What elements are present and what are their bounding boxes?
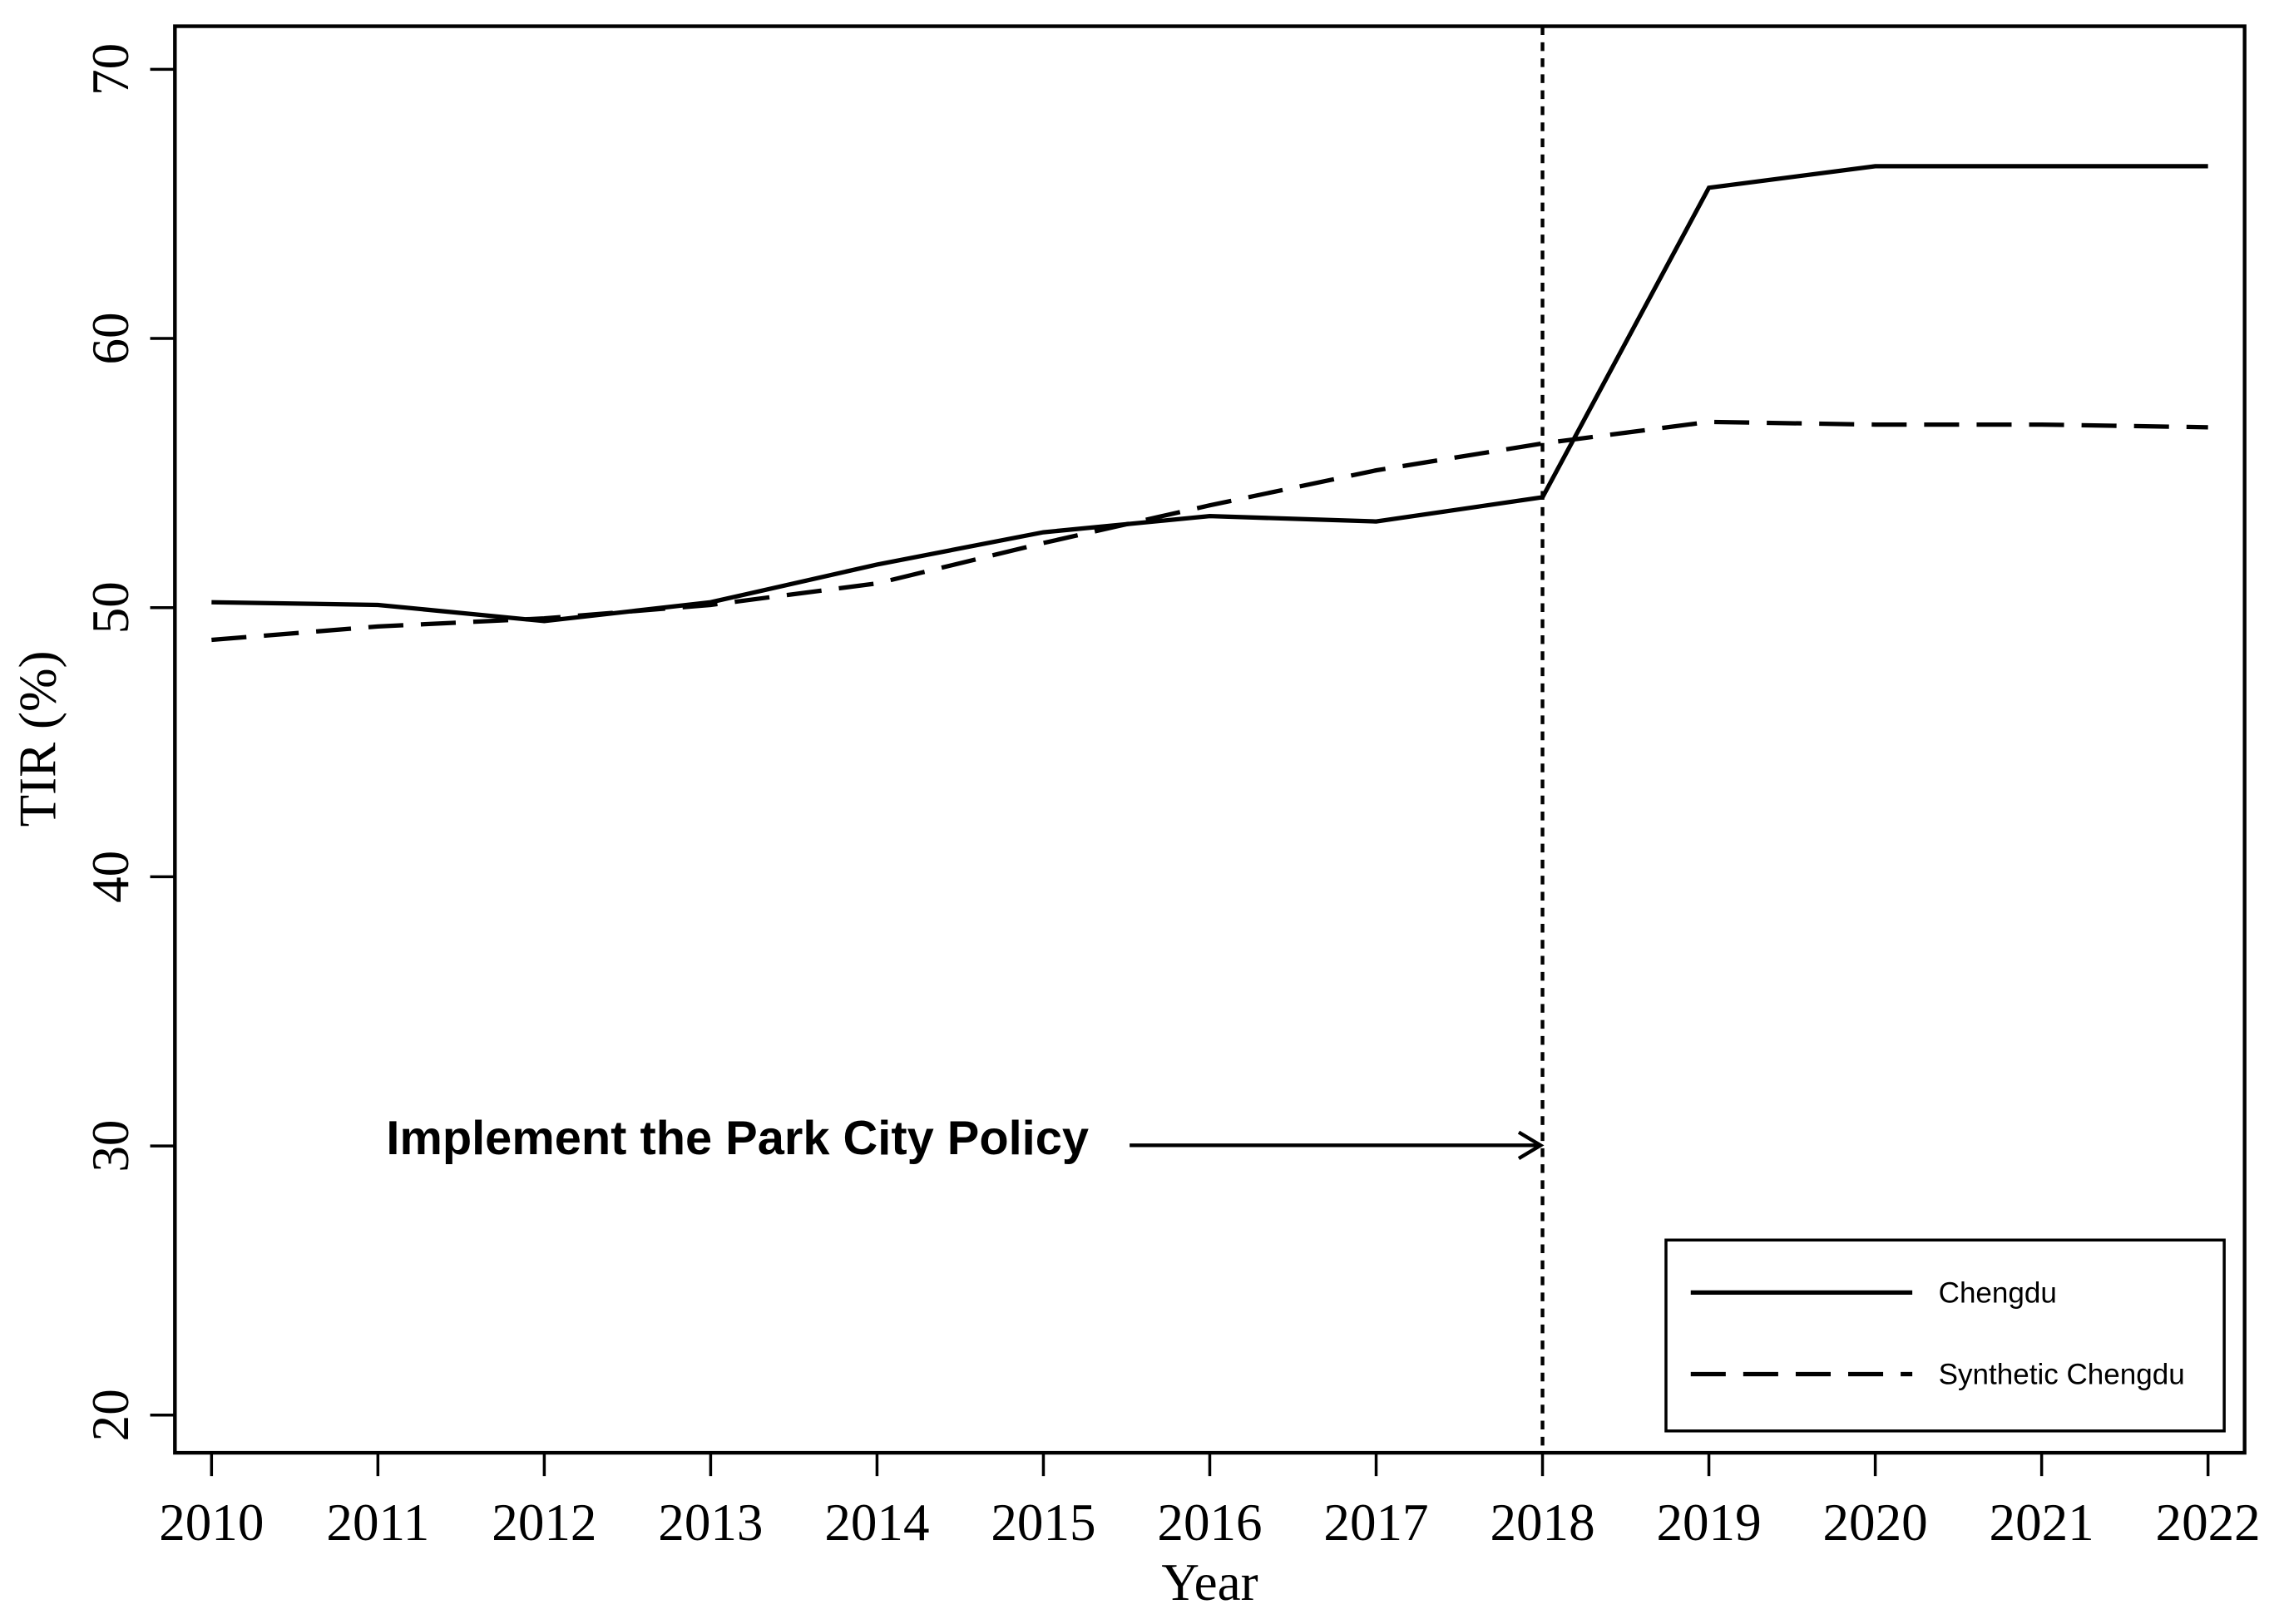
x-tick-label: 2011 (326, 1493, 429, 1552)
legend-box (1664, 1238, 2226, 1433)
x-tick-label: 2016 (1157, 1493, 1262, 1552)
y-tick-label: 30 (82, 1120, 140, 1172)
x-tick-label: 2013 (658, 1493, 763, 1552)
legend-label: Chengdu (1939, 1277, 2057, 1310)
x-tick-label: 2010 (159, 1493, 264, 1552)
y-tick-label: 70 (82, 43, 140, 96)
x-tick-label: 2018 (1490, 1493, 1594, 1552)
x-tick-label: 2021 (1990, 1493, 2094, 1552)
y-axis-label: TIR (%) (9, 650, 67, 827)
x-tick-label: 2015 (991, 1493, 1095, 1552)
y-tick-label: 50 (82, 581, 140, 634)
x-tick-label: 2022 (2156, 1493, 2261, 1552)
legend-label: Synthetic Chengdu (1939, 1359, 2185, 1391)
x-tick-label: 2017 (1323, 1493, 1428, 1552)
y-tick-label: 20 (82, 1389, 140, 1441)
x-tick-label: 2012 (492, 1493, 596, 1552)
y-tick-label: 60 (82, 312, 140, 364)
arrow-head (1517, 1130, 1545, 1161)
y-tick-label: 40 (82, 851, 140, 903)
x-tick-label: 2020 (1823, 1493, 1928, 1552)
series-line (211, 164, 2208, 624)
x-tick-label: 2014 (824, 1493, 929, 1552)
x-axis-label: Year (1161, 1553, 1258, 1612)
annotation: Implement the Park City Policy (386, 1112, 1089, 1165)
series-line (211, 419, 2208, 643)
x-tick-label: 2019 (1656, 1493, 1761, 1552)
